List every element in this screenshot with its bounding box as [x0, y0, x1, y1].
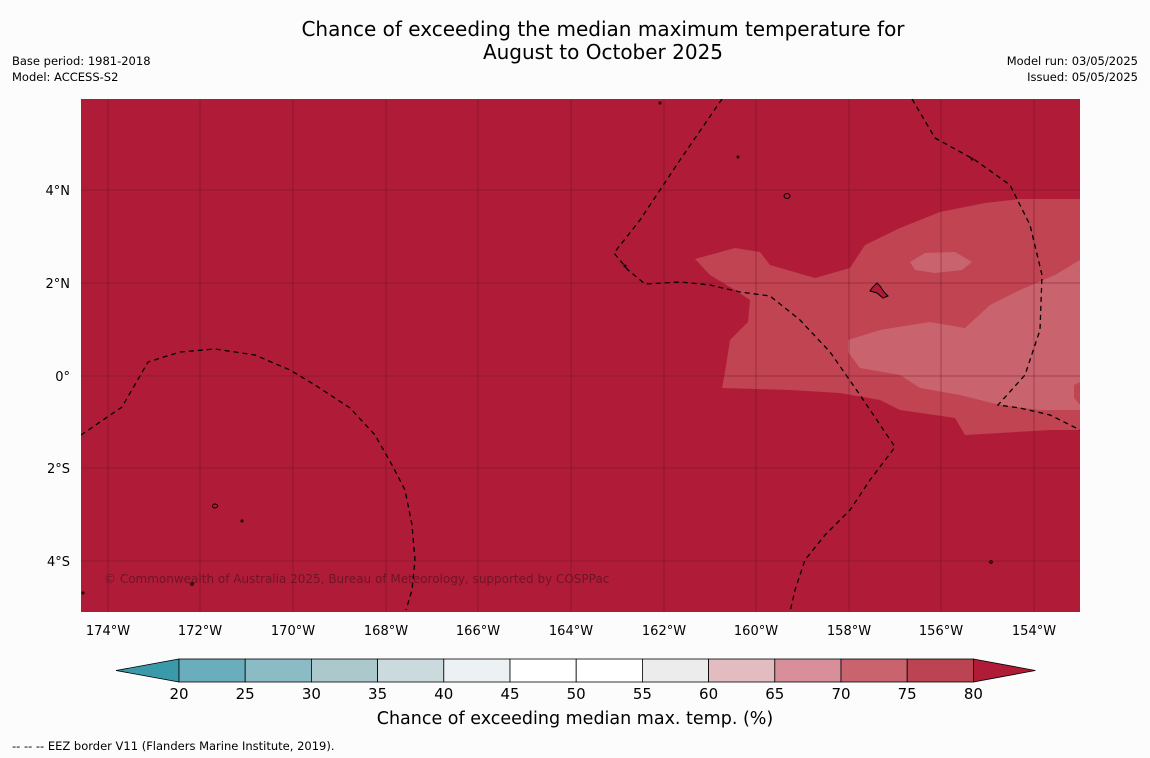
map-title: Chance of exceeding the median maximum t…: [0, 18, 1150, 64]
colorbar-segment: [708, 658, 776, 683]
colorbar-tick: 45: [500, 685, 519, 703]
eez-borders: [81, 99, 1080, 612]
colorbar-extend-low: [115, 658, 180, 683]
colorbar-segment: [906, 658, 974, 683]
meta-right: Model run: 03/05/2025 Issued: 05/05/2025: [1007, 53, 1138, 85]
island: [989, 560, 993, 564]
title-line-2: August to October 2025: [482, 40, 724, 64]
model-run: Model run: 03/05/2025: [1006, 54, 1138, 68]
issued-date: Issued: 05/05/2025: [1027, 70, 1138, 84]
lon-label: 156°W: [919, 624, 963, 639]
lon-label: 164°W: [549, 624, 593, 639]
lon-label: 166°W: [456, 624, 500, 639]
colorbar: [115, 658, 1036, 683]
island: [81, 591, 85, 595]
latitude-labels: 4°N 2°N 0° 2°S 4°S: [46, 184, 71, 570]
model-name: Model: ACCESS-S2: [12, 70, 119, 84]
colorbar-tick: 65: [765, 685, 784, 703]
eez-footnote: -- -- -- EEZ border V11 (Flanders Marine…: [12, 739, 335, 753]
lon-label: 172°W: [178, 624, 222, 639]
lat-label: 0°: [55, 370, 70, 385]
colorbar-segment: [509, 658, 577, 683]
colorbar-segment: [244, 658, 312, 683]
colorbar-tick: 35: [368, 685, 387, 703]
colorbar-segment: [642, 658, 710, 683]
island: [736, 155, 740, 159]
colorbar-segment: [310, 658, 378, 683]
colorbar-segment: [443, 658, 511, 683]
longitude-labels: 174°W 172°W 170°W 168°W 166°W 164°W 162°W 160°W…: [86, 624, 1056, 639]
base-period: Base period: 1981-2018: [12, 54, 151, 68]
colorbar-segment: [774, 658, 842, 683]
lon-label: 160°W: [734, 624, 778, 639]
colorbar-tick: 60: [699, 685, 718, 703]
lon-label: 174°W: [86, 624, 130, 639]
colorbar-tick-labels: 20 25 30 35 40 45 50 55 60 65 70 75 80: [169, 685, 982, 703]
colorbar-segment: [178, 658, 246, 683]
island: [212, 503, 218, 509]
colorbar-tick: 40: [434, 685, 453, 703]
lon-label: 154°W: [1012, 624, 1056, 639]
eez-border-west: [81, 348, 416, 611]
colorbar-segment: [840, 658, 908, 683]
lon-label: 170°W: [271, 624, 315, 639]
lat-label: 4°N: [46, 184, 71, 199]
colorbar-tick: 30: [302, 685, 321, 703]
eez-border-central: [613, 99, 896, 612]
eez-border-east: [911, 99, 1080, 431]
gridlines: [81, 99, 1080, 612]
colorbar-tick: 70: [831, 685, 850, 703]
colorbar-segment: [575, 658, 643, 683]
lon-label: 162°W: [642, 624, 686, 639]
colorbar-tick: 55: [633, 685, 652, 703]
copyright-credit: © Commonwealth of Australia 2025, Bureau…: [104, 572, 610, 586]
anomaly-region-70-75-edge: [1074, 382, 1080, 405]
anomaly-region-75-80: [848, 260, 1080, 410]
title-line-1: Chance of exceeding the median maximum t…: [301, 17, 905, 41]
island: [783, 193, 791, 199]
colorbar-tick: 20: [169, 685, 188, 703]
meta-left: Base period: 1981-2018 Model: ACCESS-S2: [12, 53, 151, 85]
colorbar-segment: [377, 658, 445, 683]
island: [623, 264, 627, 268]
island: [190, 582, 194, 586]
lon-label: 168°W: [364, 624, 408, 639]
colorbar-extend-high: [973, 658, 1036, 683]
colorbar-tick: 50: [567, 685, 586, 703]
islands: [81, 101, 993, 595]
lat-label: 2°S: [47, 462, 70, 477]
colorbar-tick: 80: [964, 685, 983, 703]
island: [970, 157, 974, 161]
colorbar-tick: 25: [236, 685, 255, 703]
island-kiritimati: [869, 282, 889, 299]
lon-label: 158°W: [827, 624, 871, 639]
lat-label: 4°S: [47, 555, 70, 570]
colorbar-title: Chance of exceeding median max. temp. (%…: [376, 709, 774, 729]
island: [240, 519, 244, 523]
colorbar-tick: 75: [898, 685, 917, 703]
island: [658, 101, 662, 105]
lat-label: 2°N: [46, 277, 71, 292]
